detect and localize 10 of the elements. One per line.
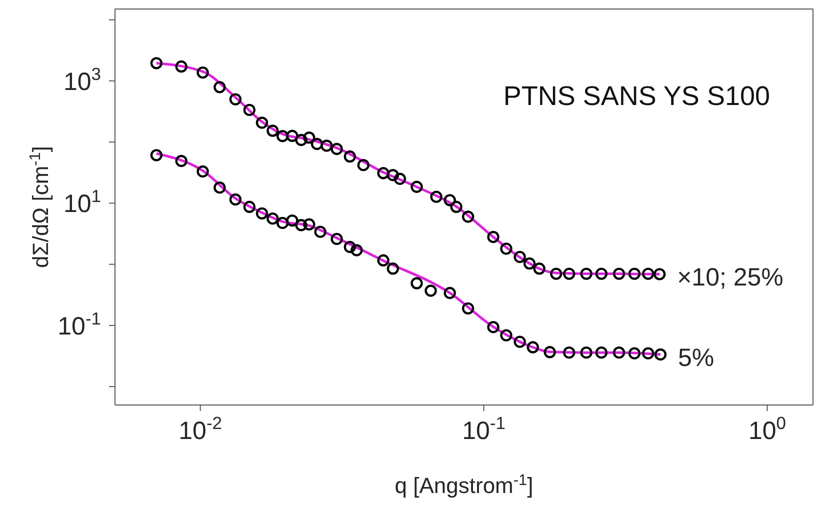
series-label: 5% [678, 344, 714, 372]
y-tick-label: 10$^{-1}$ [58, 308, 101, 340]
text: PTNS SANS YS S100 [503, 81, 770, 111]
series-label: ×10; 25% [677, 264, 784, 292]
x-tick-label: 10$^{0}$ [748, 413, 786, 445]
x-tick-label: 10$^{-1}$ [462, 413, 506, 445]
x-axis-title: q [Angstrom$^{-1}$] [394, 472, 534, 498]
y-tick-label: 10$^{3}$ [63, 64, 101, 96]
y-tick-label: 10$^{1}$ [63, 186, 101, 218]
x-tick-label: 10$^{-2}$ [178, 413, 222, 445]
